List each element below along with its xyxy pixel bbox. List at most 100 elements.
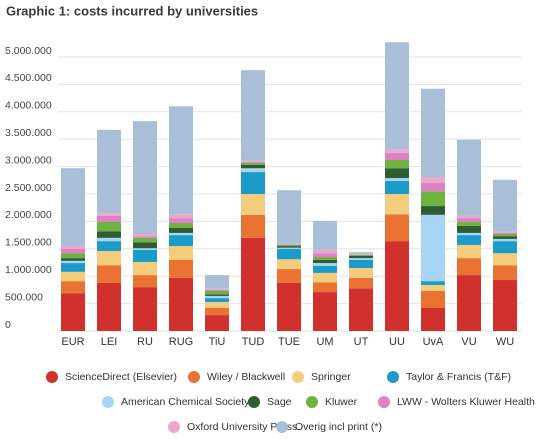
bar-segment [169,227,193,233]
bar-segment [61,258,85,261]
x-tick-label: UT [354,336,369,348]
bar-segment [241,161,265,163]
bar-segment [61,260,85,264]
y-tick-label: 2.500.000 [5,182,52,194]
bar-segment [133,237,157,243]
bar-segment [313,220,337,250]
bar-segment [133,242,157,249]
legend-label: American Chemical Society [121,396,250,408]
bar-segment [241,70,265,161]
legend-marker [168,421,180,433]
legend-label: Sage [267,396,292,408]
bar-segment [133,121,157,235]
bar-segment [61,263,85,272]
bar-segment [61,248,85,254]
bar-segment [277,282,301,331]
bar-segment [421,206,445,215]
bar-segment [205,298,229,302]
bar-segment [205,307,229,316]
bar-segment [349,259,373,268]
bar-segment [205,315,229,331]
bar-segment [421,284,445,291]
bar-segment [457,225,481,233]
bar-segment [277,248,301,260]
x-tick-label: UU [389,336,405,348]
bar-segment [97,213,121,216]
bar-segment [421,191,445,207]
bar-segment [277,244,301,247]
bar-segment [241,194,265,215]
bar-segment [493,232,517,235]
bar-segment [97,221,121,232]
legend-marker [387,371,399,383]
bar-segment [277,259,301,270]
bar-segment [349,255,373,259]
legend-label: Taylor & Francis (T&F) [406,371,511,383]
bar-segment [169,214,193,219]
bar-segment [313,257,337,260]
bar-segment [385,149,409,153]
bar-segment [97,241,121,251]
y-tick-label: 500.000 [5,291,43,303]
bar-segment [97,129,121,214]
bar-segment [313,265,337,273]
bar-segment [169,106,193,215]
bar-segment [349,267,373,278]
bar-segment [205,275,229,289]
bar-segment [169,246,193,260]
bar-segment [493,231,517,233]
bar-segment [349,254,373,255]
bar-segment [241,162,265,165]
x-tick-label: RU [137,336,153,348]
bar-segment [457,221,481,226]
bar-segment [385,42,409,150]
bar-segment [277,246,301,248]
bar-segment [385,241,409,331]
bar-segment [457,232,481,236]
legend-label: Overig incl print (*) [295,421,382,433]
bar-segment [349,288,373,331]
bar-segment [133,248,157,250]
legend-label: ScienceDirect (Elsevier) [65,371,177,383]
x-tick-label: TUD [242,336,265,348]
y-tick-label: 3.500.000 [5,127,52,139]
bar-segment [493,234,517,237]
bar-segment [169,277,193,331]
bar-segment [61,168,85,247]
bar-segment [97,265,121,283]
bar-segment [133,249,157,262]
y-tick-label: 2.000.000 [5,209,52,221]
bar-segment [457,139,481,216]
bar-segment [205,288,229,290]
bar-segment [313,272,337,283]
bar-segment [421,307,445,331]
bar-segment [493,238,517,242]
bar-segment [169,235,193,247]
y-tick-label: 1.000.000 [5,264,52,276]
bar-segment [421,88,445,178]
bar-segment [133,287,157,331]
legend-marker [46,371,58,383]
legend-marker [378,396,390,408]
bar-segment [97,215,121,222]
bar-segment [385,160,409,169]
bar-segment [313,253,337,258]
bar-segment [241,172,265,194]
y-tick-label: 0 [5,319,11,331]
legend-marker [292,371,304,383]
bar-segment [61,246,85,249]
bar-segment [241,214,265,238]
bar-segment [421,281,445,285]
bar-segment [133,234,157,237]
bar-segment [385,168,409,179]
x-tick-label: TUE [278,336,300,348]
bar-segment [457,218,481,222]
bar-segment [457,258,481,276]
bar-segment [349,253,373,255]
x-tick-label: UvA [423,336,444,348]
legend-label: Springer [311,371,351,383]
bar-segment [61,281,85,294]
bar-segment [169,223,193,228]
chart-title: Graphic 1: costs incurred by universitie… [6,3,258,18]
